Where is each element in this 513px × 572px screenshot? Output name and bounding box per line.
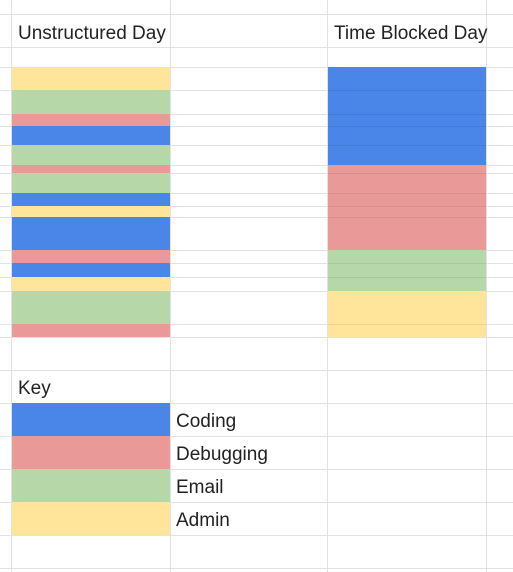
key-title: Key [18,378,51,399]
time-blocked-block-coding [328,67,486,165]
cell-divider [328,193,486,194]
key-label-debugging: Debugging [176,444,268,465]
header-time-blocked-day: Time Blocked Day [334,23,488,44]
key-swatch-admin [12,502,170,535]
unstructured-block-coding [12,193,170,206]
unstructured-block-debugging [12,114,170,126]
cell-divider [328,126,486,127]
unstructured-block-debugging [12,250,170,263]
unstructured-block-email [12,291,170,324]
header-unstructured-day: Unstructured Day [18,23,166,44]
cell-divider [328,324,486,325]
unstructured-block-admin [12,277,170,291]
unstructured-block-coding [12,126,170,145]
unstructured-block-debugging [12,165,170,173]
unstructured-block-coding [12,263,170,277]
unstructured-block-email [12,90,170,114]
key-label-admin: Admin [176,510,230,531]
key-label-coding: Coding [176,411,237,432]
key-swatch-coding [12,403,170,436]
cell-divider [328,90,486,91]
key-swatch-email [12,469,170,502]
cell-divider [328,217,486,218]
cell-divider [328,263,486,264]
key-swatch-debugging [12,436,170,469]
key-label-email: Email [176,477,224,498]
unstructured-block-admin [12,206,170,217]
cell-divider [328,277,486,278]
unstructured-block-admin [12,67,170,90]
unstructured-block-email [12,173,170,193]
time-blocked-block-debugging [328,165,486,250]
cell-divider [328,173,486,174]
time-blocked-block-admin [328,291,486,337]
time-blocked-block-email [328,250,486,291]
cell-divider [328,206,486,207]
cell-divider [328,145,486,146]
cell-divider [328,114,486,115]
unstructured-block-email [12,145,170,165]
unstructured-block-coding [12,217,170,250]
unstructured-block-debugging [12,324,170,337]
